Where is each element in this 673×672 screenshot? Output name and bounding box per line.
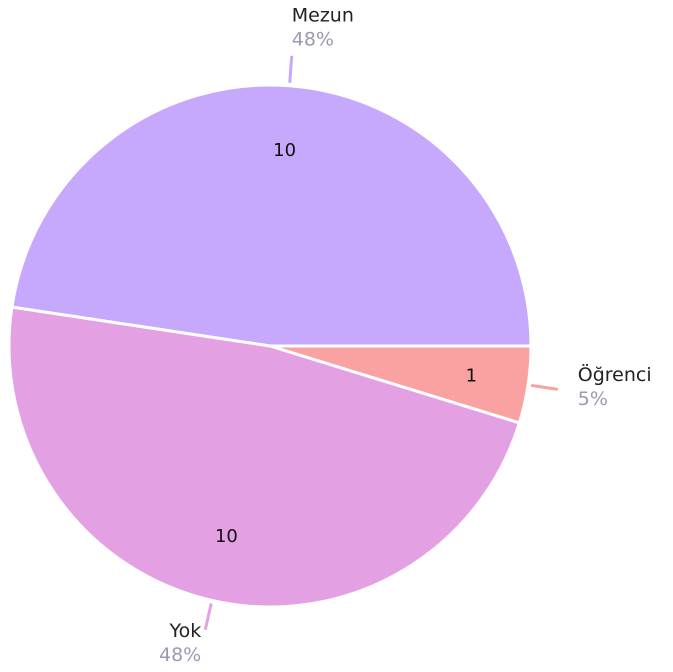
pie-slice bbox=[10, 83, 533, 348]
percentage-label: 48% bbox=[159, 644, 201, 666]
value-label: 1 bbox=[466, 365, 477, 386]
pie-slice bbox=[7, 305, 522, 609]
value-label: 10 bbox=[215, 526, 238, 547]
leader-line bbox=[203, 603, 213, 631]
percentage-label: 48% bbox=[292, 28, 334, 50]
category-label: Öğrenci bbox=[578, 363, 652, 386]
value-label: 10 bbox=[273, 140, 296, 161]
category-label: Yok bbox=[169, 620, 202, 642]
category-label: Mezun bbox=[292, 4, 354, 26]
leader-line bbox=[530, 383, 558, 391]
leader-line bbox=[288, 55, 294, 83]
percentage-label: 5% bbox=[578, 388, 608, 410]
